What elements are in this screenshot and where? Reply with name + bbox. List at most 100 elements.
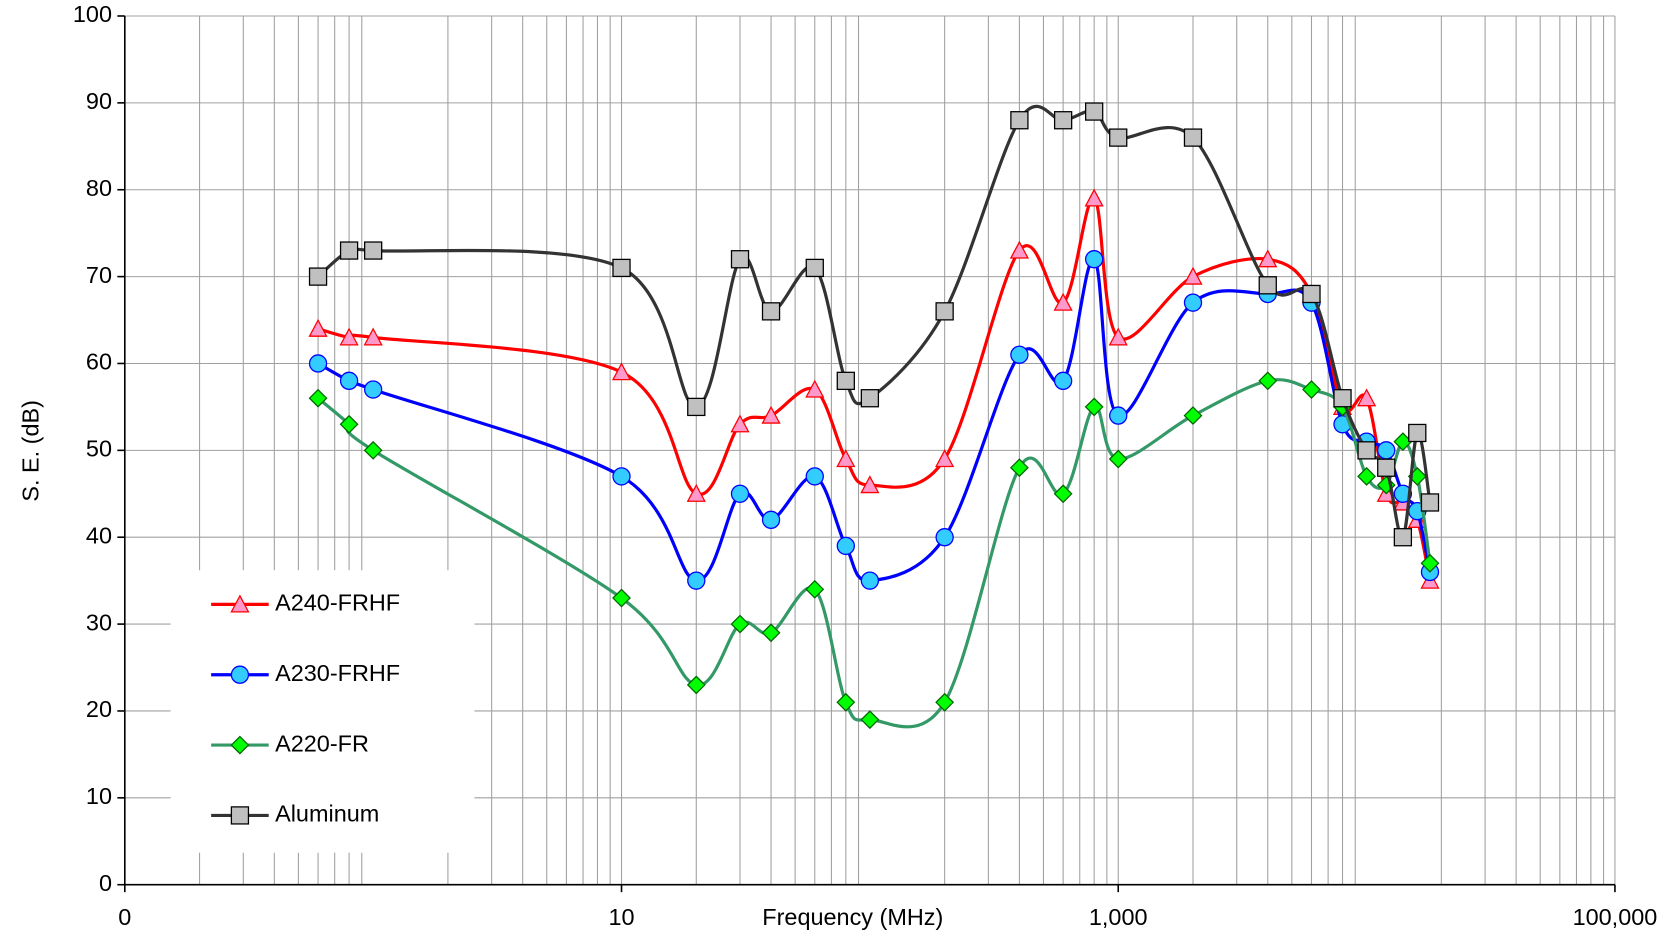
marker	[935, 528, 954, 547]
marker	[687, 397, 706, 417]
legend-label: A240-FRHF	[275, 590, 400, 616]
series	[308, 371, 1440, 730]
marker	[363, 440, 383, 460]
marker	[1420, 493, 1440, 512]
y-tick-label: 50	[86, 436, 112, 462]
marker	[1258, 371, 1278, 391]
x-axis-label: Frequency (MHz)	[762, 904, 943, 930]
y-tick-label: 80	[86, 175, 112, 201]
series	[308, 250, 1440, 590]
marker	[1302, 284, 1321, 304]
marker	[1108, 327, 1128, 346]
marker	[686, 675, 706, 695]
series-line	[317, 104, 1432, 539]
marker	[860, 710, 880, 730]
marker	[1084, 102, 1104, 121]
marker	[1084, 397, 1104, 417]
marker	[339, 327, 359, 346]
legend-label: Aluminum	[275, 801, 379, 827]
marker	[612, 588, 631, 608]
marker	[805, 467, 824, 486]
marker	[363, 327, 383, 346]
marker	[1084, 188, 1104, 207]
marker	[1053, 111, 1073, 130]
marker	[805, 579, 825, 599]
series-line	[317, 378, 1432, 729]
marker	[308, 267, 328, 286]
marker	[761, 405, 781, 424]
marker	[935, 302, 954, 321]
marker	[686, 483, 706, 502]
marker	[761, 623, 781, 643]
marker	[1183, 266, 1203, 285]
marker	[308, 354, 328, 373]
marker	[1010, 111, 1029, 130]
marker	[1356, 388, 1377, 407]
marker	[308, 388, 328, 408]
marker	[1357, 466, 1377, 486]
y-tick-label: 10	[86, 783, 112, 809]
marker	[836, 371, 855, 391]
marker	[308, 318, 328, 337]
marker	[805, 379, 825, 398]
marker	[1302, 380, 1321, 399]
marker	[339, 414, 359, 434]
marker	[1183, 128, 1203, 147]
marker	[860, 571, 880, 590]
marker	[1053, 484, 1073, 504]
marker	[339, 241, 359, 260]
marker	[612, 467, 631, 486]
y-tick-label: 60	[86, 349, 112, 375]
marker	[935, 449, 955, 468]
marker	[230, 594, 250, 613]
marker	[1109, 128, 1128, 147]
marker	[1183, 406, 1203, 426]
marker	[230, 735, 250, 755]
marker	[1009, 240, 1029, 259]
marker	[1010, 345, 1029, 364]
marker	[836, 536, 855, 556]
marker	[1183, 293, 1203, 312]
marker	[805, 258, 824, 278]
y-tick-label: 40	[86, 522, 112, 548]
y-tick-label: 70	[86, 262, 112, 288]
marker	[935, 692, 955, 712]
marker	[611, 362, 632, 381]
marker	[1408, 423, 1427, 443]
y-tick-label: 30	[86, 609, 112, 635]
marker	[1053, 371, 1073, 391]
y-tick-label: 20	[86, 696, 112, 722]
marker	[1357, 441, 1376, 460]
marker	[363, 380, 383, 399]
marker	[687, 571, 706, 590]
marker	[836, 449, 856, 468]
marker	[230, 806, 250, 825]
y-tick-label: 90	[86, 88, 112, 114]
marker	[1258, 276, 1277, 295]
marker	[1084, 250, 1104, 269]
marker	[1377, 458, 1396, 477]
legend-label: A220-FR	[275, 730, 369, 756]
series	[308, 102, 1440, 547]
marker	[1053, 292, 1073, 311]
x-tick-label: 0	[118, 904, 131, 930]
marker	[230, 665, 250, 684]
y-tick-label: 100	[73, 1, 112, 27]
series-line	[317, 257, 1432, 583]
marker	[730, 484, 750, 503]
marker	[860, 475, 880, 494]
marker	[730, 250, 750, 269]
marker	[1258, 249, 1278, 268]
legend-box	[170, 570, 475, 853]
marker	[1377, 441, 1396, 460]
marker	[1420, 553, 1440, 573]
x-tick-label: 100,000	[1573, 904, 1658, 930]
marker	[612, 258, 631, 278]
marker	[730, 614, 750, 634]
marker	[836, 692, 856, 712]
legend: A240-FRHF A230-FRHF A220-FR Aluminum	[170, 570, 475, 853]
marker	[339, 371, 359, 391]
marker	[860, 389, 880, 408]
